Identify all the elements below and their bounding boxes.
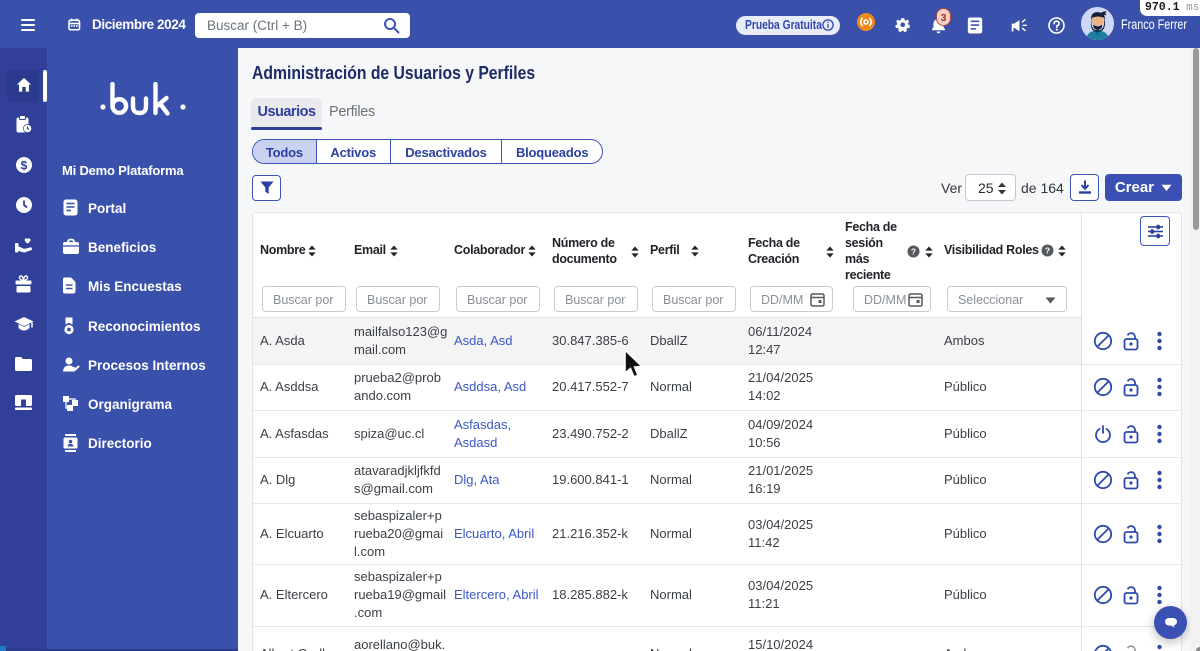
svg-text:?: ? [1045,245,1050,255]
svg-text:?: ? [911,246,916,256]
svg-text:$: $ [21,158,28,172]
